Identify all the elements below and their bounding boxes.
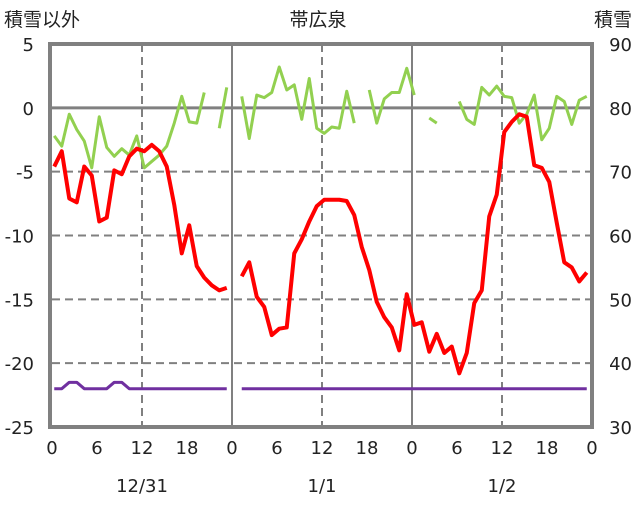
x-tick-label: 6 bbox=[451, 438, 462, 459]
left-tick-label: -10 bbox=[5, 227, 34, 248]
right-tick-label: 60 bbox=[609, 227, 632, 248]
right-tick-label: 50 bbox=[609, 290, 632, 311]
left-tick-label: -20 bbox=[5, 354, 34, 375]
tick-labels: 5 900 80-5 70-10 60-15 50-20 40-25 300 6 12 18 0 6 12… bbox=[5, 35, 632, 497]
left-tick-label: -5 bbox=[16, 163, 34, 184]
series-line-green bbox=[457, 84, 588, 142]
plot-frame bbox=[48, 42, 594, 429]
series-line-snow bbox=[54, 380, 227, 391]
x-tick-label: 0 bbox=[46, 438, 57, 459]
x-tick-label: 12 bbox=[131, 438, 154, 459]
x-tick-label: 18 bbox=[536, 438, 559, 459]
left-axis-title: 積雪以外 bbox=[4, 9, 80, 31]
series-line-green bbox=[240, 65, 356, 140]
series-line-green bbox=[217, 87, 229, 129]
x-tick-label: 0 bbox=[586, 438, 597, 459]
left-tick-label: 5 bbox=[23, 35, 34, 56]
grid bbox=[52, 44, 592, 427]
x-tick-label: 0 bbox=[226, 438, 237, 459]
x-tick-label: 0 bbox=[406, 438, 417, 459]
left-tick-label: -25 bbox=[5, 418, 34, 439]
x-tick-label: 6 bbox=[91, 438, 102, 459]
series-layer bbox=[52, 65, 589, 391]
x-tick-label: 6 bbox=[271, 438, 282, 459]
right-tick-label: 90 bbox=[609, 35, 632, 56]
x-tick-label: 18 bbox=[176, 438, 199, 459]
date-label: 1/2 bbox=[488, 476, 517, 497]
left-tick-label: 0 bbox=[23, 99, 34, 120]
right-tick-label: 70 bbox=[609, 163, 632, 184]
series-line-green bbox=[428, 116, 438, 125]
right-tick-label: 80 bbox=[609, 99, 632, 120]
x-tick-label: 18 bbox=[356, 438, 379, 459]
date-label: 12/31 bbox=[116, 476, 168, 497]
x-tick-label: 12 bbox=[491, 438, 514, 459]
x-tick-label: 12 bbox=[311, 438, 334, 459]
right-tick-label: 30 bbox=[609, 418, 632, 439]
series-line-green bbox=[367, 66, 416, 125]
right-axis-title: 積雪 bbox=[594, 9, 632, 31]
date-label: 1/1 bbox=[308, 476, 337, 497]
chart-title: 帯広泉 bbox=[289, 9, 346, 31]
series-line-red bbox=[239, 112, 589, 376]
right-tick-label: 40 bbox=[609, 354, 632, 375]
left-tick-label: -15 bbox=[5, 290, 34, 311]
series-line-red bbox=[52, 142, 228, 293]
